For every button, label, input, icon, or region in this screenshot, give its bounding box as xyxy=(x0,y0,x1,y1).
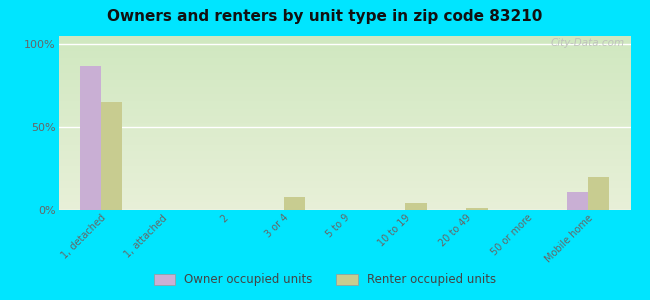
Bar xyxy=(406,203,426,210)
Bar xyxy=(588,177,609,210)
Bar xyxy=(466,208,488,210)
Legend: Owner occupied units, Renter occupied units: Owner occupied units, Renter occupied un… xyxy=(149,269,501,291)
Bar xyxy=(80,66,101,210)
Bar xyxy=(283,197,305,210)
Text: Owners and renters by unit type in zip code 83210: Owners and renters by unit type in zip c… xyxy=(107,9,543,24)
Text: City-Data.com: City-Data.com xyxy=(551,38,625,48)
Bar xyxy=(567,192,588,210)
Bar xyxy=(101,102,122,210)
